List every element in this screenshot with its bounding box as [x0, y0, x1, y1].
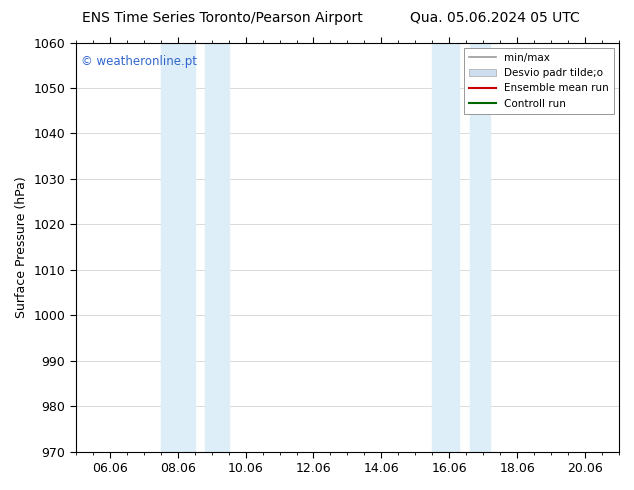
Bar	[470, 43, 490, 452]
Text: ENS Time Series Toronto/Pearson Airport: ENS Time Series Toronto/Pearson Airport	[82, 11, 362, 25]
Text: Qua. 05.06.2024 05 UTC: Qua. 05.06.2024 05 UTC	[410, 11, 579, 25]
Bar	[432, 43, 460, 452]
Y-axis label: Surface Pressure (hPa): Surface Pressure (hPa)	[15, 176, 28, 318]
Text: © weatheronline.pt: © weatheronline.pt	[81, 55, 197, 68]
Legend: min/max, Desvio padr tilde;o, Ensemble mean run, Controll run: min/max, Desvio padr tilde;o, Ensemble m…	[464, 48, 614, 114]
Bar	[205, 43, 229, 452]
Bar	[160, 43, 195, 452]
